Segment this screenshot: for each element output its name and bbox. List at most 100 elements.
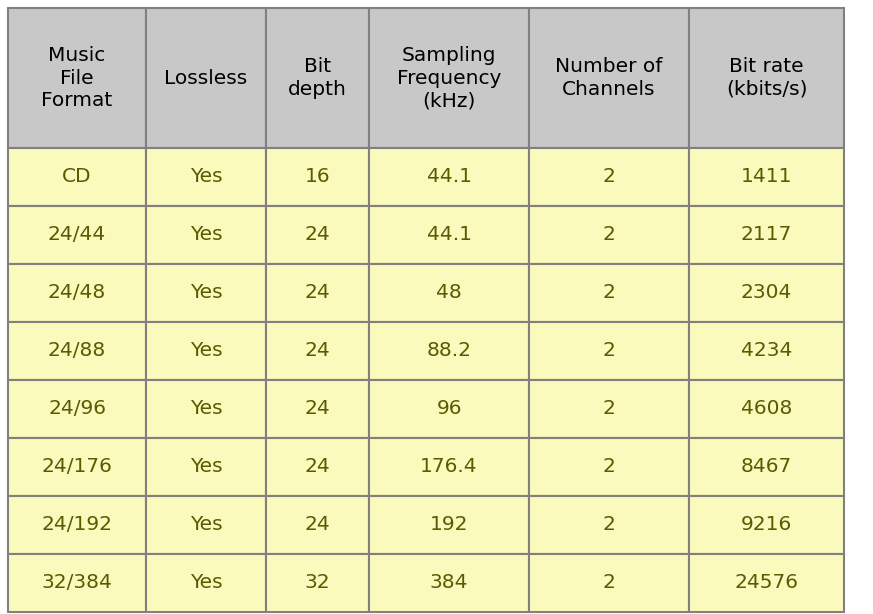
Bar <box>689 264 844 322</box>
Text: CD: CD <box>62 168 92 187</box>
Text: Yes: Yes <box>189 225 223 244</box>
Text: 24: 24 <box>305 341 330 360</box>
Bar <box>369 322 529 380</box>
Bar <box>369 8 529 148</box>
Text: 2117: 2117 <box>741 225 792 244</box>
Bar <box>689 206 844 264</box>
Bar <box>689 496 844 554</box>
Bar <box>529 264 689 322</box>
Bar <box>689 322 844 380</box>
Text: 2: 2 <box>602 168 615 187</box>
Text: Bit
depth: Bit depth <box>288 57 347 99</box>
Text: 24/192: 24/192 <box>42 516 113 535</box>
Bar <box>529 496 689 554</box>
Text: 24: 24 <box>305 457 330 476</box>
Text: 24/96: 24/96 <box>48 400 106 419</box>
Bar <box>146 148 266 206</box>
Text: Yes: Yes <box>189 516 223 535</box>
Bar <box>8 206 146 264</box>
Bar <box>529 148 689 206</box>
Bar <box>689 554 844 612</box>
Bar <box>8 380 146 438</box>
Text: 96: 96 <box>436 400 462 419</box>
Bar <box>8 438 146 496</box>
Bar <box>689 148 844 206</box>
Bar <box>369 148 529 206</box>
Text: 24/88: 24/88 <box>48 341 107 360</box>
Bar <box>8 496 146 554</box>
Bar <box>146 554 266 612</box>
Bar <box>8 8 146 148</box>
Text: 2304: 2304 <box>741 284 792 303</box>
Bar <box>369 380 529 438</box>
Text: 1411: 1411 <box>741 168 793 187</box>
Bar <box>529 322 689 380</box>
Text: 2: 2 <box>602 400 615 419</box>
Bar <box>266 380 369 438</box>
Text: 2: 2 <box>602 457 615 476</box>
Text: Music
File
Format: Music File Format <box>41 46 113 111</box>
Text: 384: 384 <box>430 573 468 593</box>
Bar <box>529 380 689 438</box>
Bar <box>146 206 266 264</box>
Text: 88.2: 88.2 <box>427 341 471 360</box>
Bar <box>689 8 844 148</box>
Text: 9216: 9216 <box>741 516 792 535</box>
Text: Yes: Yes <box>189 573 223 593</box>
Text: Yes: Yes <box>189 341 223 360</box>
Bar <box>369 496 529 554</box>
Text: 32: 32 <box>305 573 330 593</box>
Bar <box>689 380 844 438</box>
Text: Yes: Yes <box>189 168 223 187</box>
Bar <box>266 438 369 496</box>
Bar <box>146 380 266 438</box>
Text: Bit rate
(kbits/s): Bit rate (kbits/s) <box>725 57 808 99</box>
Bar <box>266 554 369 612</box>
Bar <box>146 264 266 322</box>
Bar <box>146 322 266 380</box>
Bar <box>266 322 369 380</box>
Text: Lossless: Lossless <box>164 69 248 88</box>
Text: 32/384: 32/384 <box>42 573 113 593</box>
Text: 8467: 8467 <box>741 457 792 476</box>
Bar <box>146 496 266 554</box>
Bar <box>266 8 369 148</box>
Text: Sampling
Frequency
(kHz): Sampling Frequency (kHz) <box>397 46 501 111</box>
Bar <box>369 438 529 496</box>
Bar <box>8 148 146 206</box>
Text: 16: 16 <box>305 168 330 187</box>
Text: 44.1: 44.1 <box>427 168 471 187</box>
Text: 44.1: 44.1 <box>427 225 471 244</box>
Text: 2: 2 <box>602 341 615 360</box>
Text: 2: 2 <box>602 284 615 303</box>
Bar <box>146 8 266 148</box>
Text: 2: 2 <box>602 225 615 244</box>
Text: 4608: 4608 <box>741 400 792 419</box>
Text: 24: 24 <box>305 400 330 419</box>
Bar <box>8 554 146 612</box>
Text: 24: 24 <box>305 516 330 535</box>
Bar <box>266 148 369 206</box>
Text: 176.4: 176.4 <box>420 457 478 476</box>
Bar <box>689 438 844 496</box>
Bar <box>369 264 529 322</box>
Text: Yes: Yes <box>189 400 223 419</box>
Bar <box>529 554 689 612</box>
Text: Yes: Yes <box>189 457 223 476</box>
Bar <box>529 206 689 264</box>
Text: Number of
Channels: Number of Channels <box>555 57 663 99</box>
Text: 48: 48 <box>436 284 462 303</box>
Bar <box>369 206 529 264</box>
Text: 24: 24 <box>305 284 330 303</box>
Bar <box>529 438 689 496</box>
Bar <box>146 438 266 496</box>
Text: 4234: 4234 <box>741 341 792 360</box>
Bar <box>369 554 529 612</box>
Bar <box>266 496 369 554</box>
Bar <box>8 264 146 322</box>
Text: 24: 24 <box>305 225 330 244</box>
Bar <box>266 206 369 264</box>
Text: 24/176: 24/176 <box>42 457 113 476</box>
Text: 2: 2 <box>602 573 615 593</box>
Bar <box>529 8 689 148</box>
